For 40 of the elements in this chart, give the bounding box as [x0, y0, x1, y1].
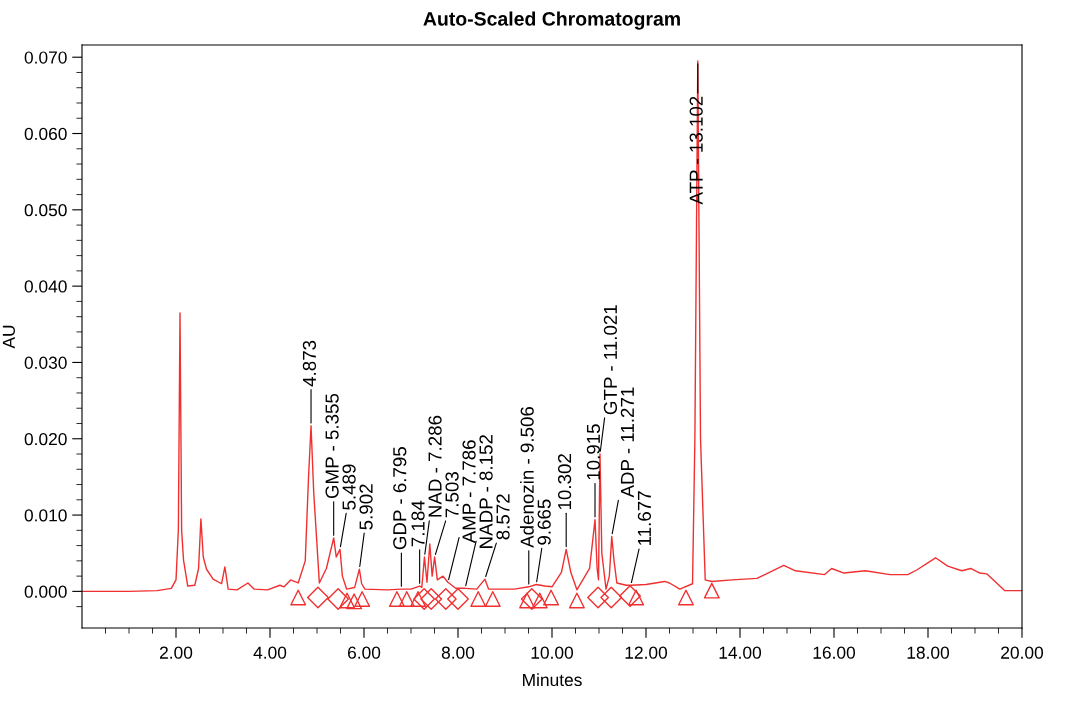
- y-tick-label: 0.070: [24, 51, 67, 64]
- annotation: 5.902: [359, 484, 373, 530]
- annotation: NAD - 7.286: [428, 415, 442, 517]
- y-tick-label: 0.020: [24, 432, 67, 446]
- x-tick-label: 2.00: [159, 646, 193, 659]
- x-tick-label: 20.00: [1001, 646, 1044, 659]
- y-axis-title: AU: [2, 325, 15, 349]
- annotation: 10.915: [586, 424, 601, 480]
- annotation: 4.873: [302, 340, 317, 387]
- x-tick-label: 4.00: [253, 646, 287, 659]
- annotation: 8.572: [496, 494, 510, 540]
- x-tick-label: 16.00: [813, 646, 856, 659]
- annotation: 5.489: [342, 464, 356, 510]
- annotation: GDP - 6.795: [393, 447, 407, 550]
- x-tick-label: 6.00: [347, 646, 381, 659]
- x-tick-label: 12.00: [625, 646, 668, 659]
- x-tick-label: 10.00: [531, 646, 574, 659]
- annotation: GTP - 11.021: [603, 305, 618, 415]
- x-axis-title: Minutes: [523, 673, 582, 687]
- x-tick-label: 8.00: [441, 646, 475, 659]
- annotation: AMP - 7.786: [462, 440, 476, 544]
- annotation: ADP - 11.271: [620, 387, 634, 498]
- annotation: 7.184: [411, 500, 425, 547]
- x-tick-label: 18.00: [907, 646, 950, 659]
- annotation: 9.665: [537, 499, 551, 545]
- y-tick-label: 0.000: [24, 585, 67, 598]
- annotation: Adenozin - 9.506: [520, 406, 534, 548]
- annotation: 11.677: [637, 491, 652, 545]
- y-tick-label: 0.040: [24, 280, 67, 293]
- y-tick-label: 0.050: [24, 203, 67, 217]
- annotation: ATP - 13.102: [689, 96, 703, 205]
- y-tick-label: 0.010: [24, 509, 67, 522]
- annotation: NADP - 8.152: [479, 435, 493, 548]
- annotation: 10.302: [557, 454, 572, 510]
- annotation: GMP - 5.355: [325, 393, 339, 499]
- annotation: 7.503: [445, 472, 459, 518]
- chart-title: Auto-Scaled Chromatogram: [423, 11, 680, 30]
- y-tick-label: 0.060: [24, 127, 67, 140]
- y-tick-label: 0.030: [24, 356, 67, 369]
- x-tick-label: 14.00: [719, 646, 762, 659]
